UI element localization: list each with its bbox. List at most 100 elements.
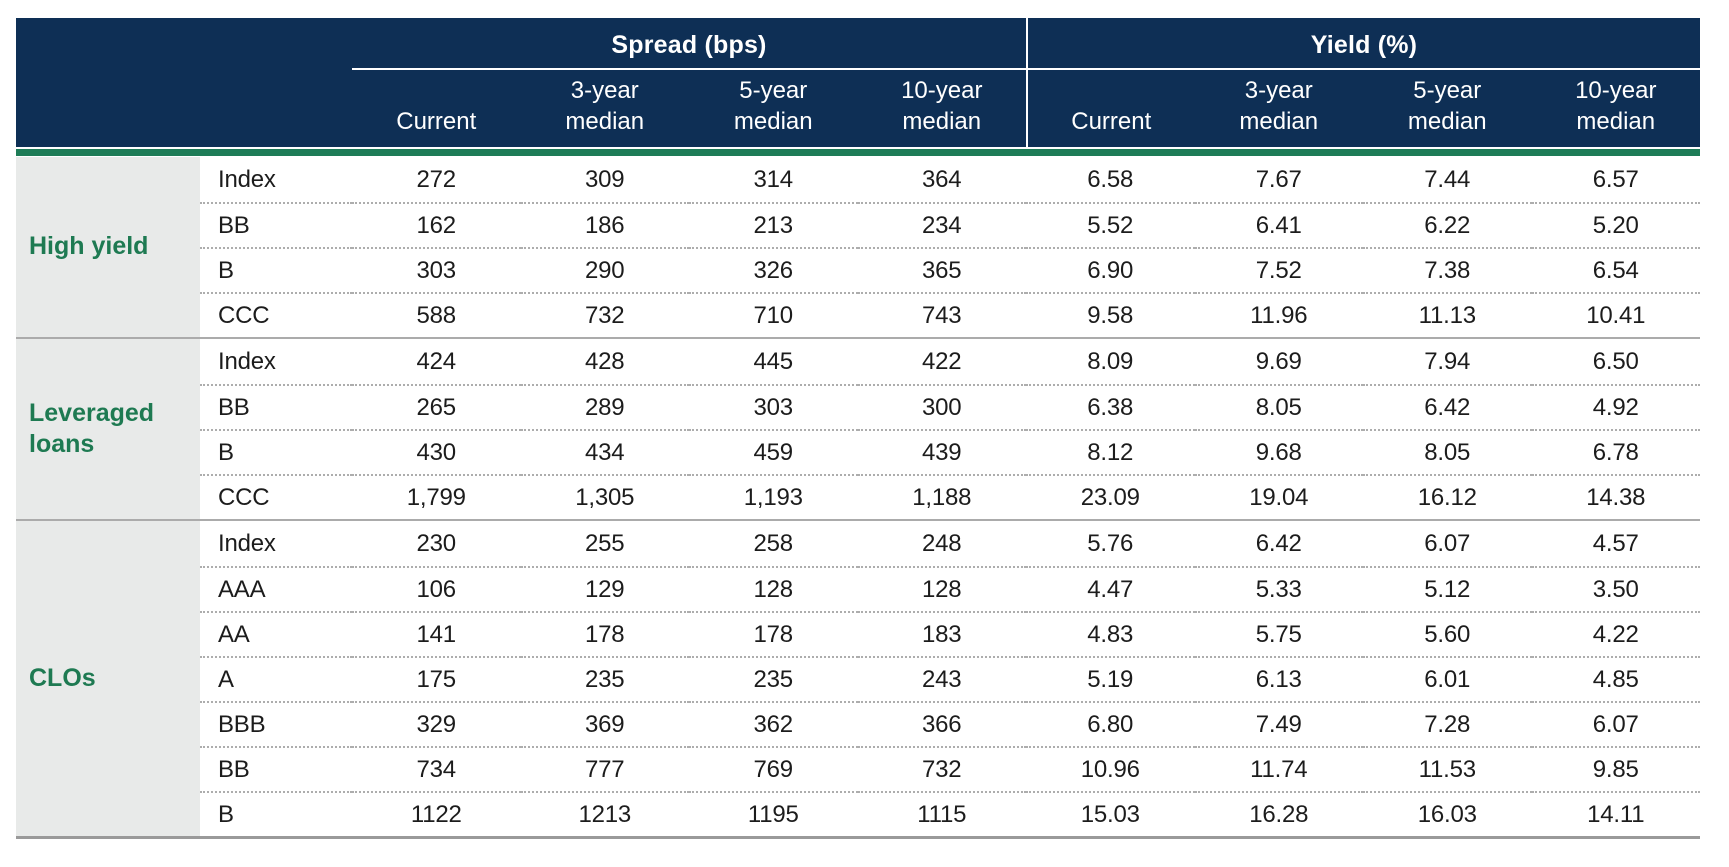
value-cell: 6.54 — [1531, 247, 1700, 292]
value-cell: 1,188 — [857, 474, 1026, 519]
rating-label: BB — [200, 202, 352, 247]
value-cell: 1115 — [857, 791, 1026, 836]
column-header: 10-year median — [1575, 76, 1657, 136]
table-body: High yield Index 272 309 314 364 6.58 7.67 7.44 6… — [16, 157, 1700, 839]
credit-spread-yield-table: Spread (bps) Yield (%) Current 3-year medi… — [16, 18, 1700, 839]
value-cell: 303 — [689, 384, 858, 429]
rating-label: A — [200, 656, 352, 701]
value-cell: 743 — [857, 292, 1026, 337]
table-header: Spread (bps) Yield (%) Current 3-year medi… — [16, 18, 1700, 147]
value-cell: 106 — [352, 566, 521, 611]
value-cell: 11.13 — [1363, 292, 1532, 337]
value-cell: 235 — [520, 656, 689, 701]
value-cell: 4.92 — [1531, 384, 1700, 429]
value-cell: 445 — [753, 347, 794, 375]
value-cell: 6.50 — [1592, 347, 1639, 375]
value-cell: 769 — [689, 746, 858, 791]
value-cell: 6.80 — [1026, 701, 1195, 746]
value-cell: 5.76 — [1087, 529, 1134, 557]
rating-label: Index — [218, 165, 276, 193]
value-cell: 23.09 — [1026, 474, 1195, 519]
rating-label: CCC — [200, 292, 352, 337]
value-cell: 4.22 — [1531, 611, 1700, 656]
value-cell: 732 — [857, 746, 1026, 791]
column-header: 5-year median — [1407, 76, 1487, 136]
row-group-label: Leveraged loans — [16, 339, 200, 519]
value-cell: 9.68 — [1194, 429, 1363, 474]
row-group: Leveraged loans Index 424 428 445 422 8.09 9.69… — [16, 337, 1700, 519]
header-corner-spacer — [16, 18, 352, 70]
value-cell: 9.58 — [1026, 292, 1195, 337]
rating-label: B — [200, 247, 352, 292]
row-group: CLOs Index 230 255 258 248 5.76 6.42 6.07 4.57 AAA… — [16, 519, 1700, 839]
value-cell: 178 — [689, 611, 858, 656]
value-cell: 369 — [520, 701, 689, 746]
value-cell: 6.13 — [1194, 656, 1363, 701]
value-cell: 5.33 — [1194, 566, 1363, 611]
value-cell: 10.41 — [1531, 292, 1700, 337]
value-cell: 364 — [922, 165, 962, 193]
value-cell: 1195 — [689, 791, 858, 836]
value-cell: 430 — [352, 429, 521, 474]
column-header: 10-year median — [901, 76, 983, 136]
value-cell: 11.74 — [1194, 746, 1363, 791]
value-cell: 255 — [585, 529, 625, 557]
value-cell: 4.83 — [1026, 611, 1195, 656]
value-cell: 14.11 — [1531, 791, 1700, 836]
value-cell: 11.53 — [1363, 746, 1532, 791]
value-cell: 290 — [520, 247, 689, 292]
value-cell: 141 — [352, 611, 521, 656]
value-cell: 6.07 — [1424, 529, 1471, 557]
column-header: 5-year median — [733, 76, 813, 136]
value-cell: 128 — [689, 566, 858, 611]
value-cell: 289 — [520, 384, 689, 429]
value-cell: 1,799 — [352, 474, 521, 519]
rating-label: Index — [218, 347, 276, 375]
value-cell: 4.57 — [1592, 529, 1639, 557]
value-cell: 6.42 — [1255, 529, 1302, 557]
value-cell: 9.69 — [1255, 347, 1302, 375]
value-cell: 8.05 — [1194, 384, 1363, 429]
value-cell: 186 — [520, 202, 689, 247]
rating-label: CCC — [200, 474, 352, 519]
value-cell: 7.28 — [1363, 701, 1532, 746]
rating-label: Index — [218, 529, 276, 557]
value-cell: 162 — [352, 202, 521, 247]
value-cell: 11.96 — [1194, 292, 1363, 337]
rating-label: BB — [200, 746, 352, 791]
value-cell: 9.85 — [1531, 746, 1700, 791]
value-cell: 434 — [520, 429, 689, 474]
value-cell: 365 — [857, 247, 1026, 292]
rating-label: BB — [200, 384, 352, 429]
value-cell: 16.28 — [1194, 791, 1363, 836]
value-cell: 3.50 — [1531, 566, 1700, 611]
value-cell: 6.78 — [1531, 429, 1700, 474]
value-cell: 6.41 — [1194, 202, 1363, 247]
value-cell: 329 — [352, 701, 521, 746]
rating-label: B — [200, 429, 352, 474]
value-cell: 300 — [857, 384, 1026, 429]
rating-label: AA — [200, 611, 352, 656]
column-header: Current — [1026, 70, 1195, 147]
value-cell: 7.67 — [1255, 165, 1302, 193]
value-cell: 7.49 — [1194, 701, 1363, 746]
value-cell: 272 — [416, 165, 457, 193]
value-cell: 6.58 — [1087, 165, 1134, 193]
value-cell: 16.12 — [1363, 474, 1532, 519]
column-group-yield-label: Yield (%) — [1026, 18, 1700, 70]
value-cell: 128 — [857, 566, 1026, 611]
value-cell: 8.09 — [1087, 347, 1134, 375]
value-cell: 4.85 — [1531, 656, 1700, 701]
value-cell: 5.75 — [1194, 611, 1363, 656]
rating-label: BBB — [200, 701, 352, 746]
value-cell: 5.52 — [1026, 202, 1195, 247]
value-cell: 6.90 — [1026, 247, 1195, 292]
value-cell: 175 — [352, 656, 521, 701]
value-cell: 19.04 — [1194, 474, 1363, 519]
value-cell: 10.96 — [1026, 746, 1195, 791]
column-header: Current — [396, 108, 477, 136]
value-cell: 1122 — [352, 791, 521, 836]
subheader-corner-spacer — [16, 70, 352, 147]
column-header: 3-year median — [1239, 76, 1319, 136]
rating-label: AAA — [200, 566, 352, 611]
